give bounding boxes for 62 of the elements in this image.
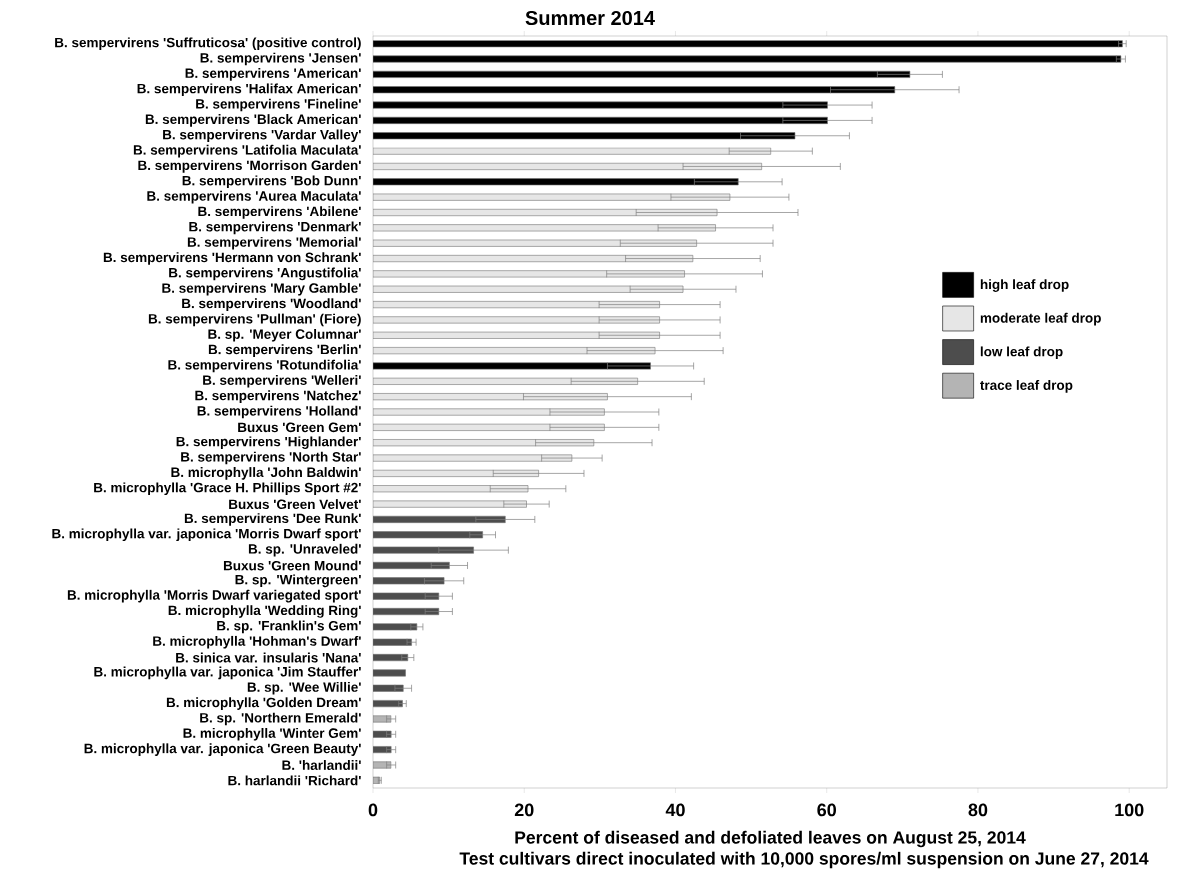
y-tick-label: B. sempervirens 'Berlin': [208, 344, 361, 357]
y-tick-label: B. sempervirens 'Aurea Maculata': [147, 190, 361, 204]
x-tick-label: 40: [665, 803, 685, 817]
text: Test cultivars direct inoculated with 10,000 spores/ml suspension on June 27, 2014: [459, 851, 1149, 869]
y-tick-label: B. sempervirens 'Denmark': [189, 221, 361, 235]
y-tick-label: B. sempervirens 'Bob Dunn': [182, 175, 361, 189]
y-tick-label: Buxus 'Green Gem': [238, 422, 361, 433]
legend-label: low leaf drop: [980, 346, 1063, 360]
y-tick-label: B. sempervirens 'Natchez': [195, 390, 361, 403]
y-tick-label: B. microphylla var. japonica 'Jim Stauffer': [94, 666, 361, 680]
x-tick-label: 20: [514, 803, 534, 817]
y-tick-label: B. microphylla 'John Baldwin': [171, 467, 361, 480]
legend-label: high leaf drop: [980, 279, 1069, 292]
y-tick-label: B. sempervirens 'Pullman' (Fiore): [148, 313, 361, 327]
y-tick-label: B. sempervirens 'Black American': [145, 114, 361, 127]
x-tick-label: 0: [368, 803, 378, 817]
y-tick-label: B. sempervirens 'Jensen': [200, 52, 361, 66]
y-tick-label: Buxus 'Green Velvet': [229, 499, 361, 510]
y-tick-label: B. microphylla var. japonica 'Green Beauty': [84, 743, 361, 756]
y-tick-label: B. sp. 'Northern Emerald': [200, 712, 361, 726]
y-tick-label: B. sempervirens 'Highlander': [176, 436, 361, 450]
y-tick-label: B. microphylla 'Winter Gem': [183, 728, 361, 741]
y-tick-label: B. sempervirens 'Woodland': [182, 298, 361, 311]
x-tick-label: 60: [817, 803, 836, 817]
y-tick-label: Buxus 'Green Mound': [223, 560, 361, 571]
x-tick-label: 80: [968, 803, 988, 817]
legend-label: trace leaf drop: [980, 380, 1073, 393]
y-tick-label: B. sempervirens 'Fineline': [196, 98, 361, 112]
y-tick-label: B. sp. 'Unraveled': [248, 543, 361, 557]
y-tick-label: B. sempervirens 'Angustifolia': [169, 267, 361, 281]
y-tick-label: B. sempervirens 'Abilene': [198, 206, 361, 219]
y-tick-label: B. sempervirens 'Suffruticosa' (positive control): [55, 37, 361, 50]
y-tick-label: B. sp. 'Wee Willie': [247, 681, 361, 695]
y-tick-label: B. sp. 'Wintergreen': [235, 574, 361, 588]
y-tick-label: B. sempervirens 'North Star': [181, 451, 361, 465]
y-tick-label: B. sp. 'Meyer Columnar': [208, 328, 361, 342]
y-tick-label: B. sempervirens 'Vardar Valley': [163, 129, 361, 143]
y-tick-label: B. sempervirens 'Hermann von Schrank': [103, 252, 361, 265]
x-axis-title: Percent of diseased and defoliated leaves on August 25, 2014: [515, 830, 1026, 848]
y-tick-label: B. microphylla var. japonica 'Morris Dwarf sport': [52, 528, 361, 542]
y-tick-label: B. sinica var. insularis 'Nana': [176, 652, 361, 663]
y-tick-label: B. sempervirens 'Mary Gamble': [162, 282, 361, 296]
y-tick-label: B. sempervirens 'Morrison Garden': [138, 160, 361, 173]
y-tick-label: B. microphylla 'Golden Dream': [166, 697, 361, 710]
y-tick-label: B. sempervirens 'Dee Runk': [184, 513, 361, 526]
y-tick-label: B. microphylla 'Hohman's Dwarf': [153, 635, 361, 649]
x-tick-label: 100: [1115, 803, 1144, 817]
y-tick-label: B. sempervirens 'American': [185, 68, 361, 81]
y-tick-label: B. sempervirens 'Welleri': [203, 375, 361, 388]
y-tick-label: B. 'harlandii': [282, 760, 361, 770]
y-tick-label: B. microphylla 'Morris Dwarf variegated sport': [67, 589, 361, 603]
y-tick-label: B. sempervirens 'Halifax American': [137, 83, 361, 97]
legend-label: moderate leaf drop: [980, 312, 1101, 326]
y-tick-label: B. sp. 'Franklin's Gem': [217, 620, 361, 634]
y-tick-label: B. sempervirens 'Rotundifolia': [168, 359, 361, 373]
y-tick-label: B. sempervirens 'Latifolia Maculata': [133, 144, 361, 158]
y-tick-label: B. sempervirens 'Memorial': [187, 236, 361, 250]
y-tick-label: B. microphylla 'Wedding Ring': [168, 605, 361, 618]
y-tick-label: B. harlandii 'Richard': [228, 775, 361, 786]
y-tick-label: B. microphylla 'Grace H. Phillips Sport #2': [94, 482, 361, 496]
chart-title: Summer 2014: [525, 10, 655, 26]
y-tick-label: B. sempervirens 'Holland': [197, 405, 361, 419]
